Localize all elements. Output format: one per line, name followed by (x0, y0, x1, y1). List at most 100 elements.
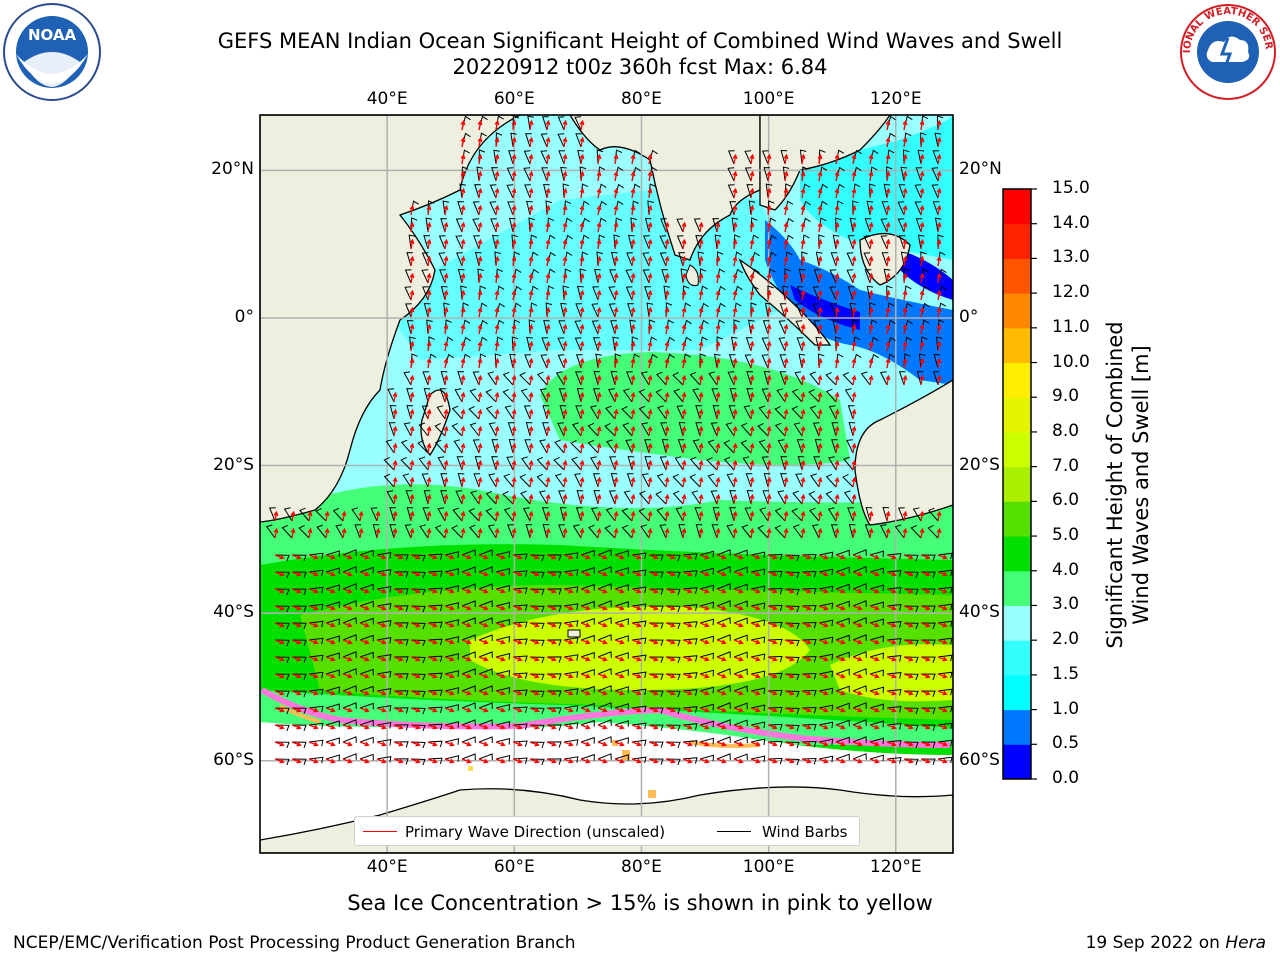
wave-direction-arrow (818, 656, 829, 662)
wave-direction-arrow (291, 673, 302, 679)
wave-direction-arrow (631, 707, 642, 713)
wave-direction-arrow (274, 554, 285, 560)
wave-direction-arrow (801, 554, 812, 560)
wave-direction-arrow (613, 340, 619, 352)
wave-direction-arrow (903, 656, 914, 662)
wave-direction-arrow (494, 459, 500, 471)
wind-barb (557, 133, 565, 148)
wind-barb (706, 457, 718, 471)
wave-direction-arrow (444, 673, 455, 679)
wave-direction-arrow (937, 656, 948, 662)
wave-direction-arrow (834, 510, 840, 522)
wind-barb (774, 405, 786, 420)
wind-barb (643, 235, 650, 250)
wind-barb (536, 456, 548, 471)
wave-direction-arrow (664, 272, 670, 284)
wave-direction-arrow (409, 510, 415, 522)
wind-barb (489, 184, 497, 199)
wind-barb (818, 755, 834, 763)
wind-barb (591, 320, 599, 335)
wind-barb (648, 622, 664, 629)
wave-direction-arrow (817, 221, 823, 233)
wind-barb (393, 758, 409, 765)
wave-direction-arrow (749, 493, 755, 505)
wave-direction-arrow (477, 136, 483, 148)
wave-direction-arrow (852, 724, 863, 730)
wave-direction-arrow (376, 588, 387, 594)
wind-barb (852, 719, 867, 726)
wave-direction-arrow (528, 340, 534, 352)
wind-barb (835, 668, 850, 676)
wind-barb (776, 388, 786, 403)
wind-barb (879, 371, 888, 386)
wind-barb (886, 166, 893, 182)
wind-barb (900, 251, 908, 267)
wave-direction-arrow (427, 588, 438, 594)
wind-barb (393, 639, 409, 646)
wind-barb (767, 638, 783, 646)
wave-direction-arrow (647, 187, 653, 199)
wave-direction-arrow (495, 673, 506, 679)
wave-direction-arrow (427, 622, 438, 628)
wave-direction-arrow (783, 255, 789, 267)
wave-direction-arrow (732, 187, 738, 199)
wind-barb (818, 721, 834, 729)
wind-barb (852, 549, 867, 556)
wave-direction-arrow (545, 459, 551, 471)
wind-barb (402, 473, 412, 488)
wind-barb (931, 167, 939, 182)
wind-barb (831, 439, 838, 454)
wave-direction-arrow (851, 357, 857, 369)
wave-direction-arrow (460, 408, 466, 420)
wave-direction-arrow (749, 527, 755, 539)
wave-direction-arrow (511, 272, 517, 284)
wind-barb (937, 569, 953, 577)
wave-direction-arrow (835, 639, 846, 645)
wind-barb (526, 336, 533, 352)
wind-barb (614, 584, 629, 591)
wave-direction-arrow (426, 391, 432, 403)
wind-barb (563, 620, 579, 627)
wind-barb (750, 302, 757, 317)
wave-direction-arrow (732, 510, 738, 522)
colorbar-tick-label: 11.0 (1052, 316, 1090, 337)
wave-direction-arrow (647, 255, 653, 267)
wind-barb (641, 473, 650, 488)
wind-barb (711, 388, 719, 403)
wind-barb (665, 554, 681, 562)
wave-direction-arrow (580, 724, 591, 730)
wave-direction-arrow (580, 639, 591, 645)
wave-direction-arrow (800, 374, 806, 386)
wind-barb (801, 672, 817, 680)
wind-barb (784, 724, 800, 732)
wave-direction-arrow (613, 221, 619, 233)
wave-direction-arrow (937, 554, 948, 560)
wind-barb (880, 235, 888, 250)
wave-direction-arrow (427, 639, 438, 645)
colorbar-label-line2: Wind Waves and Swell [m] (1129, 345, 1153, 625)
wave-direction-arrow (868, 289, 874, 301)
wave-direction-arrow (919, 340, 925, 352)
wind-barb (438, 252, 446, 267)
wave-direction-arrow (766, 272, 772, 284)
wind-barb (444, 636, 460, 643)
wave-direction-arrow (750, 690, 761, 696)
wind-barb (665, 639, 681, 647)
wave-direction-arrow (460, 391, 466, 403)
wave-direction-arrow (614, 707, 625, 713)
lon-label-top: 120°E (869, 89, 922, 109)
wave-direction-arrow (716, 690, 727, 696)
wave-direction-arrow (443, 459, 449, 471)
wind-barb (920, 622, 936, 629)
wave-direction-arrow (512, 554, 523, 560)
wind-barb (472, 439, 480, 454)
wave-direction-arrow (342, 656, 353, 662)
wind-barb (529, 724, 545, 732)
wave-direction-arrow (835, 690, 846, 696)
wave-direction-arrow (851, 204, 857, 216)
wind-barb (733, 668, 748, 676)
wind-barb (485, 405, 497, 420)
wave-direction-arrow (528, 459, 534, 471)
wave-direction-arrow (460, 238, 466, 250)
wave-direction-arrow (529, 605, 540, 611)
